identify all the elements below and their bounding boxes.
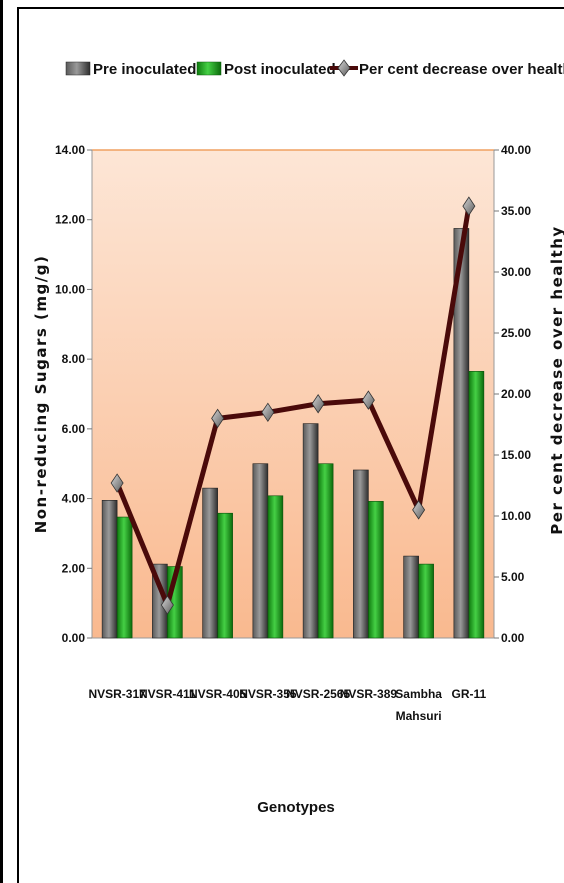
legend-label-post: Post inoculated: [224, 61, 336, 78]
y-axis-title: Non-reducing Sugars (mg/g): [32, 255, 50, 534]
category-label: NVSR-2565: [286, 687, 350, 701]
legend-swatch-post: [196, 61, 222, 76]
post-inoculated-bar: [468, 371, 485, 639]
right-ticks: 0.00 5.00 10.00 15.00 20.00 25.00 30.00 35.00 40…: [494, 143, 531, 645]
category-label: NVSR-355: [239, 687, 297, 701]
left-tick-label: 12.00: [55, 213, 85, 227]
post-inoculated-bar: [317, 463, 334, 639]
legend-label-line: Per cent decrease over healthy: [359, 61, 564, 78]
left-tick-label: 6.00: [62, 422, 86, 436]
post-inoculated-bar: [116, 516, 133, 639]
pre-inoculated-bar: [202, 487, 218, 639]
x-axis-title: Genotypes: [257, 799, 335, 816]
left-tick-label: 4.00: [62, 492, 86, 506]
figure-frame: [17, 7, 564, 883]
right-tick-label: 20.00: [501, 387, 531, 401]
legend: Pre inoculated Post inoculated Per cent …: [65, 59, 564, 78]
pre-inoculated-bar: [252, 463, 269, 639]
percent-decrease-marker: [361, 390, 375, 410]
plot-area: [92, 150, 494, 638]
percent-decrease-marker: [412, 500, 426, 520]
percent-decrease-marker: [261, 402, 275, 423]
category-label: NVSR-405: [189, 687, 247, 701]
left-ticks: 0.00 2.00 4.00 6.00 8.00 10.00 12.00 14.00: [55, 143, 92, 645]
bar-group: [101, 228, 485, 639]
left-tick-label: 2.00: [62, 561, 86, 575]
percent-decrease-marker: [211, 408, 225, 429]
category-label: Sambha Mahsuri: [395, 687, 442, 723]
right-tick-label: 35.00: [501, 204, 531, 218]
legend-swatch-pre: [65, 61, 91, 76]
right-tick-label: 10.00: [501, 509, 531, 523]
category-label: GR-11: [452, 687, 487, 701]
line-series: [110, 196, 476, 615]
percent-decrease-marker: [110, 473, 124, 493]
post-inoculated-bar: [217, 512, 233, 639]
left-tick-label: 8.00: [62, 352, 86, 366]
pre-inoculated-bar: [101, 500, 118, 639]
category-labels: NVSR-317NVSR-411NVSR-405NVSR-355NVSR-256…: [88, 687, 486, 723]
right-tick-label: 40.00: [501, 143, 531, 157]
y2-axis-title: Per cent decrease over healthy: [548, 225, 564, 534]
left-tick-label: 0.00: [62, 631, 86, 645]
post-inoculated-bar: [368, 501, 384, 639]
percent-decrease-marker: [160, 595, 174, 615]
pre-inoculated-bar: [403, 555, 419, 639]
left-tick-label: 14.00: [55, 143, 85, 157]
percent-decrease-marker: [462, 196, 476, 216]
right-tick-label: 5.00: [501, 570, 525, 584]
pre-inoculated-bar: [353, 469, 369, 639]
percent-decrease-line: [114, 205, 472, 608]
left-rule: [0, 0, 3, 883]
right-tick-label: 25.00: [501, 326, 531, 340]
legend-label-pre: Pre inoculated: [93, 61, 196, 78]
post-inoculated-bar: [267, 495, 284, 639]
right-tick-label: 30.00: [501, 265, 531, 279]
category-label: NVSR-411: [139, 687, 196, 701]
right-tick-label: 15.00: [501, 448, 531, 462]
category-label: NVSR-317: [88, 687, 146, 701]
category-label: NVSR-389: [340, 687, 398, 701]
post-inoculated-bar: [418, 563, 434, 639]
left-tick-label: 10.00: [55, 282, 85, 296]
right-tick-label: 0.00: [501, 631, 525, 645]
pre-inoculated-bar: [302, 423, 319, 639]
legend-line-marker: [337, 59, 351, 77]
percent-decrease-marker: [311, 394, 325, 414]
